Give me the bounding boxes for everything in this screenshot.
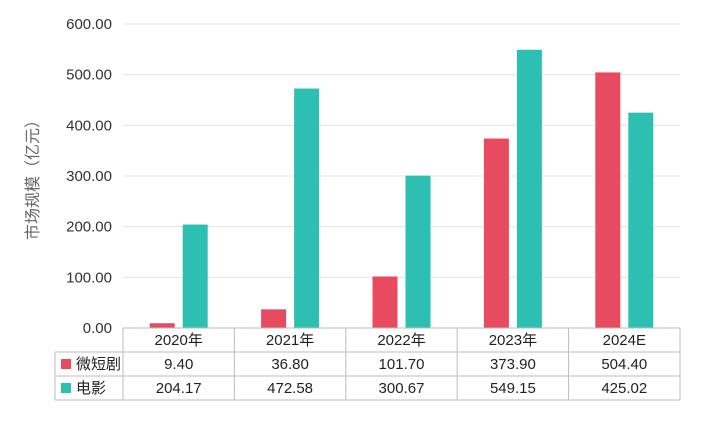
bar (516, 49, 542, 328)
y-axis-tick-labels: 0.00 100.00 200.00 300.00 400.00 500.00 600.00 (66, 16, 112, 337)
legend-label: 微短剧 (76, 355, 121, 373)
data-label: 101.70 (379, 356, 425, 373)
bar (628, 112, 654, 329)
x-tick-label: 2024E (603, 332, 646, 349)
y-tick-label: 200.00 (66, 219, 112, 236)
data-label: 549.15 (490, 380, 536, 397)
y-tick-label: 600.00 (66, 16, 112, 33)
bar (182, 224, 208, 328)
bars (149, 49, 654, 329)
y-tick-label: 500.00 (66, 67, 112, 84)
data-label: 36.80 (271, 356, 309, 373)
bar (372, 276, 398, 328)
data-label: 472.58 (267, 380, 313, 397)
y-axis-label: 市场规模（亿元） (23, 112, 42, 240)
data-label: 300.67 (379, 380, 425, 397)
data-label: 425.02 (601, 380, 647, 397)
data-table: 2020年 2021年 2022年 2023年 2024E 微短剧 9.40 36.80 101… (54, 327, 681, 401)
y-tick-label: 100.00 (66, 269, 112, 286)
x-tick-label: 2023年 (489, 332, 537, 349)
legend-label: 电影 (76, 379, 106, 397)
gridlines (123, 23, 680, 329)
bar (595, 72, 621, 328)
data-label: 204.17 (156, 380, 202, 397)
bar (483, 138, 509, 328)
y-tick-label: 300.00 (66, 168, 112, 185)
legend-swatch (61, 383, 71, 393)
data-label: 373.90 (490, 356, 536, 373)
x-tick-label: 2021年 (266, 332, 314, 349)
bar (405, 175, 431, 328)
legend-swatch (61, 359, 71, 369)
bar (261, 309, 287, 328)
y-tick-label: 400.00 (66, 117, 112, 134)
x-tick-label: 2022年 (377, 332, 425, 349)
y-tick-label: 0.00 (83, 320, 112, 337)
data-label: 504.40 (601, 356, 647, 373)
data-label: 9.40 (164, 356, 193, 373)
bar (294, 88, 320, 328)
x-tick-label: 2020年 (155, 332, 203, 349)
bar (149, 323, 175, 328)
